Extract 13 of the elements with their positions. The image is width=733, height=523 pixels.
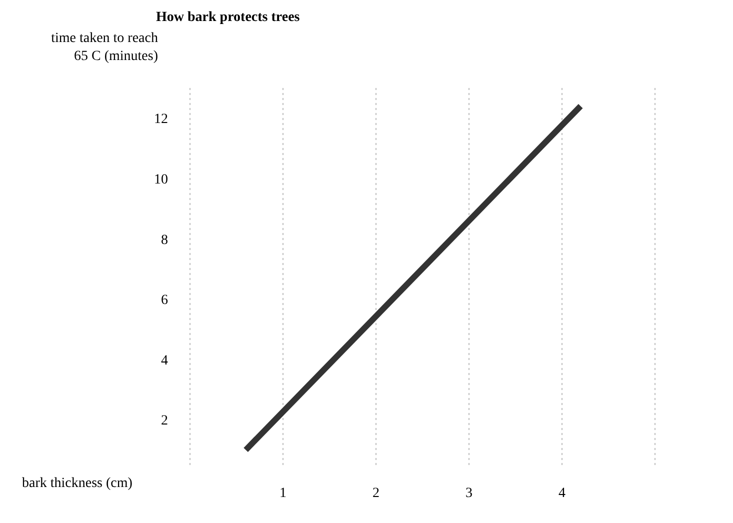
- x-tick-label: 3: [466, 486, 472, 501]
- y-tick-label: 10: [154, 172, 168, 188]
- y-tick-label: 6: [161, 293, 168, 308]
- chart-title: How bark protects trees: [156, 10, 300, 26]
- y-axis-title: time taken to reach 65 C (minutes): [50, 30, 158, 66]
- y-tick-label: 4: [161, 353, 168, 368]
- x-axis-title: bark thickness (cm): [22, 476, 132, 492]
- x-tick-label: 4: [558, 486, 566, 501]
- y-tick-label: 12: [154, 112, 168, 128]
- y-tick-label: 8: [161, 232, 168, 248]
- x-tick-label: 2: [372, 486, 380, 501]
- x-tick-label: 1: [280, 486, 286, 501]
- y-tick-label: 2: [161, 414, 168, 429]
